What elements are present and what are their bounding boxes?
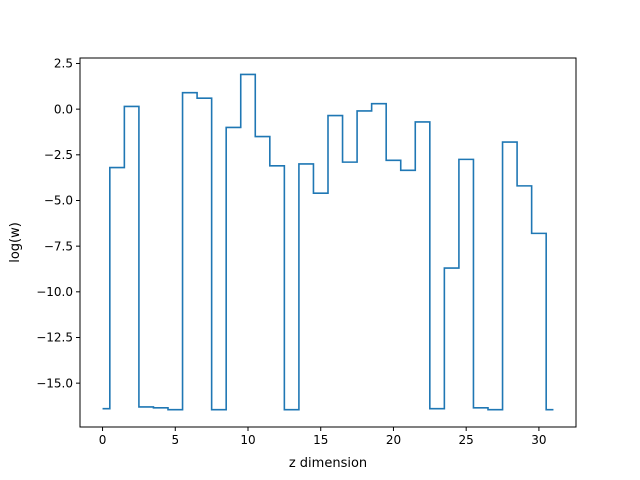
y-axis-label: log(w) — [8, 222, 23, 263]
y-tick-label: 0.0 — [54, 102, 73, 116]
x-tick-label: 20 — [386, 433, 401, 447]
y-tick-label: 2.5 — [54, 57, 73, 71]
x-tick-label: 30 — [531, 433, 546, 447]
y-tick-label: −10.0 — [36, 285, 73, 299]
x-tick-label: 0 — [99, 433, 107, 447]
y-tick-label: −12.5 — [36, 331, 73, 345]
x-axis-label: z dimension — [289, 456, 367, 471]
y-tick-label: −5.0 — [44, 194, 73, 208]
x-tick-label: 25 — [459, 433, 474, 447]
y-tick-label: −2.5 — [44, 148, 73, 162]
y-tick-label: −7.5 — [44, 239, 73, 253]
y-tick-label: −15.0 — [36, 376, 73, 390]
x-tick-label: 10 — [240, 433, 255, 447]
x-tick-label: 15 — [313, 433, 328, 447]
x-tick-label: 5 — [171, 433, 179, 447]
